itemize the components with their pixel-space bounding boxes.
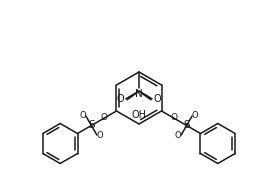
Text: OH: OH — [131, 110, 147, 120]
Text: O: O — [96, 130, 103, 140]
Text: O: O — [175, 130, 182, 140]
Text: S: S — [88, 120, 95, 130]
Text: N: N — [135, 89, 143, 99]
Text: O: O — [80, 111, 86, 120]
Text: O: O — [192, 111, 198, 120]
Text: O: O — [170, 114, 177, 122]
Text: O: O — [101, 114, 108, 122]
Text: O: O — [154, 94, 162, 104]
Text: S: S — [183, 120, 190, 130]
Text: O: O — [116, 94, 124, 104]
